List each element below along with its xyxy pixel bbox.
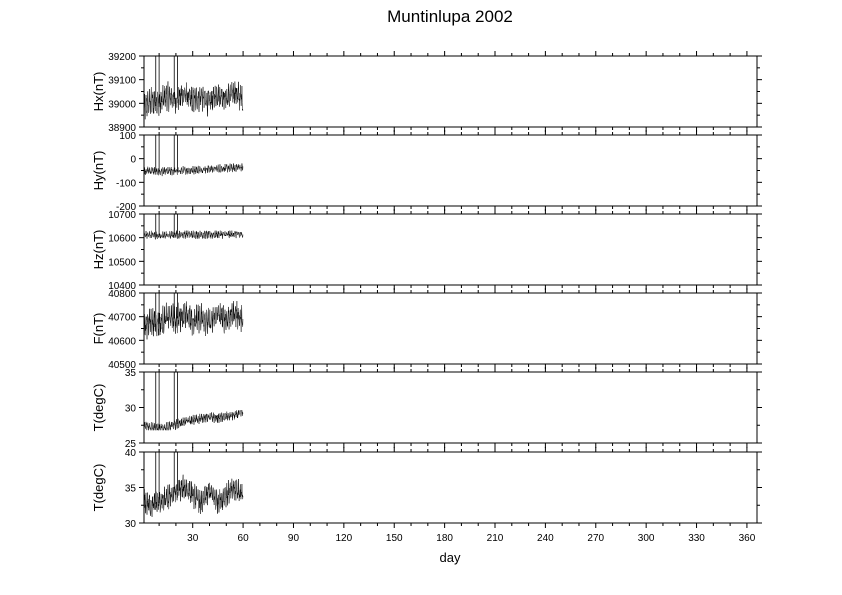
x-tick-label: 90: [288, 533, 300, 544]
x-tick-label: 60: [238, 533, 250, 544]
y-tick-label: 40500: [108, 360, 136, 371]
y-tick-label: 39200: [108, 52, 136, 63]
y-axis-label: F(nT): [91, 313, 106, 345]
x-tick-label: 150: [386, 533, 403, 544]
y-tick-label: 35: [125, 484, 137, 495]
x-tick-label: 360: [739, 533, 756, 544]
chart-title: Muntinlupa 2002: [387, 7, 513, 26]
y-tick-label: 39100: [108, 76, 136, 87]
x-tick-label: 30: [187, 533, 199, 544]
y-tick-label: 40800: [108, 289, 136, 300]
y-tick-label: 30: [125, 519, 137, 530]
x-tick-label: 270: [587, 533, 604, 544]
y-tick-label: 40: [125, 448, 137, 459]
y-tick-label: 30: [125, 404, 137, 415]
series-line: [143, 162, 244, 177]
panel-frame: [143, 371, 758, 444]
y-tick-label: 10600: [108, 234, 136, 245]
y-tick-label: -100: [116, 178, 136, 189]
series-line: [143, 474, 244, 517]
y-tick-label: 0: [130, 155, 136, 166]
x-tick-label: 120: [336, 533, 353, 544]
x-tick-label: 240: [537, 533, 554, 544]
y-tick-label: 10400: [108, 281, 136, 292]
y-tick-label: 25: [125, 439, 137, 450]
y-tick-label: 10700: [108, 210, 136, 221]
panel-frame: [143, 55, 758, 128]
y-tick-label: 10500: [108, 257, 136, 268]
panel-frame: [143, 292, 758, 365]
y-axis-label: Hz(nT): [91, 230, 106, 270]
series-line: [143, 230, 244, 241]
x-tick-label: 210: [487, 533, 504, 544]
y-tick-label: 39000: [108, 99, 136, 110]
y-axis-label: T(degC): [91, 464, 106, 512]
panel-frame: [143, 213, 758, 286]
panel-frame: [143, 451, 758, 524]
y-tick-label: 100: [119, 131, 136, 142]
x-tick-label: 180: [436, 533, 453, 544]
x-axis-label: day: [440, 550, 461, 565]
series-line: [143, 301, 244, 340]
series-line: [143, 409, 244, 431]
y-tick-label: 40700: [108, 313, 136, 324]
y-axis-label: T(degC): [91, 384, 106, 432]
y-tick-label: 40600: [108, 336, 136, 347]
y-tick-label: 38900: [108, 123, 136, 134]
x-tick-label: 330: [688, 533, 705, 544]
y-tick-label: 35: [125, 368, 137, 379]
x-tick-label: 300: [638, 533, 655, 544]
y-tick-label: -200: [116, 202, 136, 213]
series-line: [143, 81, 244, 120]
y-axis-label: Hy(nT): [91, 151, 106, 191]
y-axis-label: Hx(nT): [91, 72, 106, 112]
